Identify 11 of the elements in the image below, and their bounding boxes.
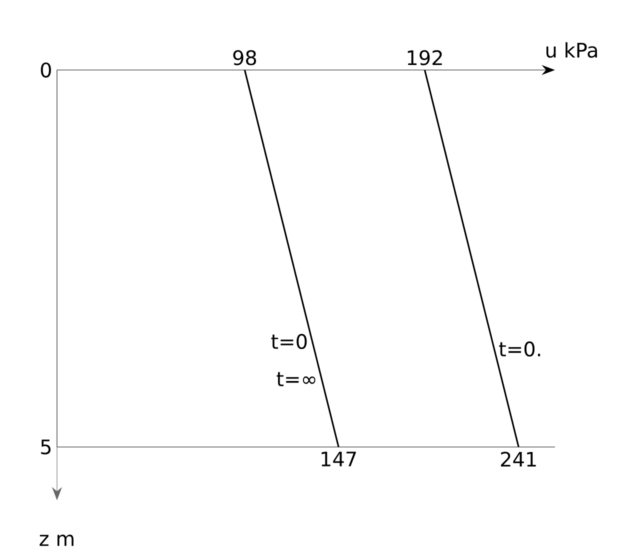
annotation: t=∞ [276, 372, 316, 386]
y-tick-label: 0 [40, 62, 51, 78]
x2-tick-label: 192 [408, 50, 442, 66]
annotation: t=0. [499, 341, 540, 356]
annotation: t=0 [271, 334, 307, 349]
y-tick-label: 5 [41, 439, 51, 454]
x2-axis-title: u kPa [546, 42, 597, 58]
x-tick-label: 241 [500, 452, 536, 466]
x2-tick-label: 98 [233, 50, 256, 66]
x-tick-label: 147 [322, 452, 356, 466]
y-axis-title: z m [40, 534, 74, 546]
